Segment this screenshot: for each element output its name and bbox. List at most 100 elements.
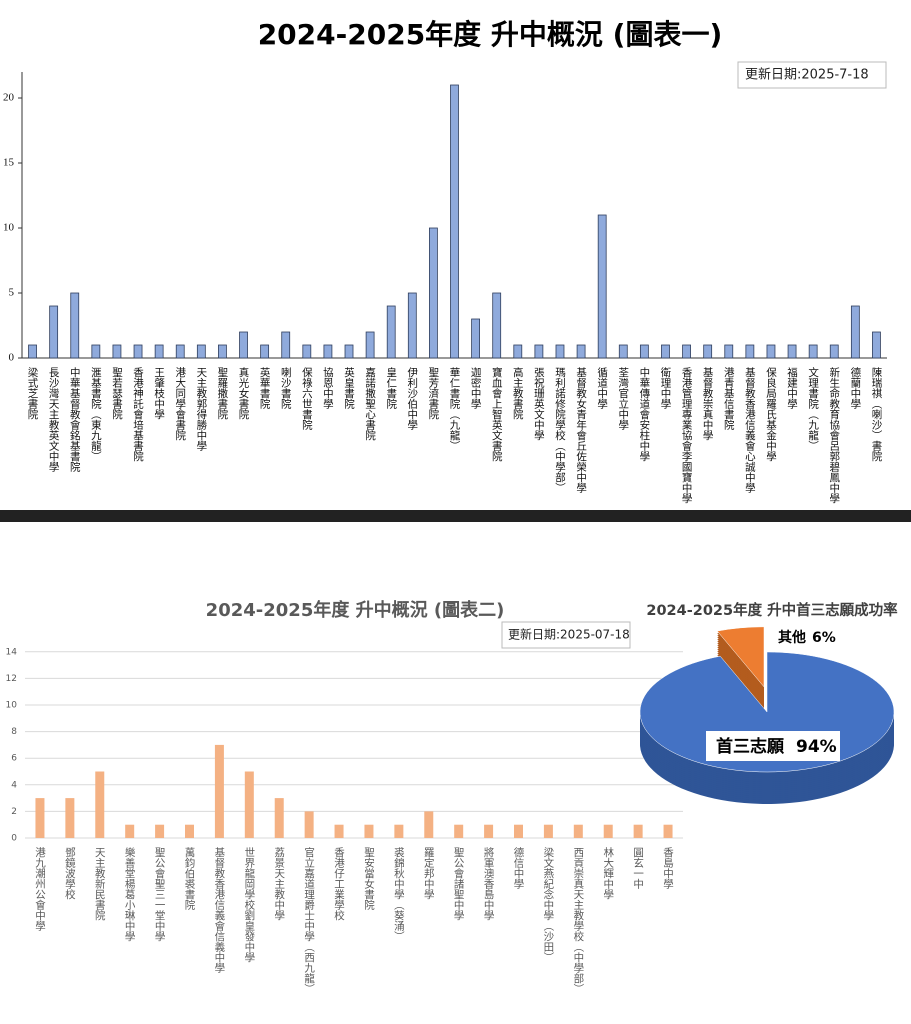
bar — [344, 344, 354, 359]
bar — [304, 811, 314, 838]
y-tick-label: 4 — [11, 780, 17, 790]
x-tick-label: 聖公會聖三一堂中學 — [154, 847, 166, 942]
bar — [133, 344, 143, 359]
x-tick-label: 梁式芝書院 — [27, 366, 39, 420]
bar — [260, 344, 270, 359]
x-tick-label: 聖安當女書院 — [363, 847, 375, 911]
x-tick-label: 長沙灣天主教英文中學 — [48, 367, 60, 473]
divider — [0, 510, 911, 522]
x-tick-label: 裘錦秋中學（葵涌） — [393, 846, 405, 941]
y-tick-label: 8 — [11, 727, 17, 737]
x-tick-label: 迦密中學 — [470, 367, 482, 410]
x-tick-label: 香港管理專業協會李國寶中學 — [681, 367, 693, 504]
x-tick-label: 嘉諾撒聖心書院 — [364, 366, 376, 441]
bar — [639, 344, 649, 359]
bar — [724, 344, 734, 359]
x-tick-label: 保良局羅氏基金中學 — [765, 366, 777, 462]
x-tick-label: 循道中學 — [596, 366, 608, 410]
bar — [244, 771, 254, 838]
bar — [364, 824, 374, 838]
bar — [386, 305, 396, 359]
bar — [787, 344, 797, 359]
bar — [125, 824, 135, 838]
bar — [850, 305, 860, 359]
x-tick-label: 港青基信書院 — [723, 367, 735, 431]
x-tick-label: 英華書院 — [259, 366, 271, 410]
x-tick-label: 萬鈞伯裘書院 — [184, 846, 196, 911]
annotation-box — [501, 621, 631, 649]
x-tick-label: 將軍澳香島中學 — [483, 846, 495, 921]
bar — [492, 292, 502, 359]
bar — [95, 771, 105, 838]
bar — [573, 824, 583, 838]
bar — [214, 744, 224, 838]
bar — [49, 305, 59, 359]
bar — [334, 824, 344, 838]
y-tick-label: 14 — [6, 647, 18, 657]
x-tick-label: 樂善堂楊葛小琳中學 — [124, 846, 136, 942]
x-tick-label: 真光女書院 — [238, 366, 250, 420]
bar — [543, 824, 553, 838]
x-tick-label: 聖羅撒書院 — [216, 367, 228, 420]
x-tick-label: 中華傳道會安柱中學 — [638, 366, 650, 462]
bar — [112, 344, 122, 359]
x-tick-label: 福建中學 — [786, 366, 798, 410]
update-note: 更新日期:2025-07-18 — [508, 627, 630, 642]
bar — [281, 331, 291, 359]
y-tick-label: 2 — [11, 807, 17, 817]
x-tick-label: 香港仔工業學校 — [333, 847, 345, 921]
bar — [484, 824, 494, 838]
y-tick-label: 20 — [3, 92, 15, 104]
update-note: 更新日期:2025-7-18 — [745, 67, 869, 83]
bar — [603, 824, 613, 838]
y-tick-label: 12 — [6, 674, 17, 684]
slice-label: 首三志願 — [716, 736, 785, 757]
x-tick-label: 英皇書院 — [343, 366, 355, 410]
bar — [514, 824, 523, 838]
x-tick-label: 瑪利諾修院學校（中學部） — [554, 367, 566, 493]
x-tick-label: 聖公會諸聖中學 — [453, 847, 465, 921]
bar — [555, 344, 565, 359]
y-tick-label: 10 — [3, 222, 15, 234]
x-tick-label: 王肇枝中學 — [153, 367, 165, 420]
x-tick-label: 衛理中學 — [659, 366, 671, 410]
x-tick-label: 世界龍岡學校劉皇發中學 — [243, 847, 255, 963]
bar — [597, 214, 607, 359]
x-tick-label: 皇仁書院 — [385, 366, 397, 410]
x-tick-label: 基督教香港信義會心誠中學 — [744, 366, 756, 494]
x-tick-label: 中華基督教會銘基書院 — [69, 366, 81, 473]
x-tick-label: 高主教書院 — [512, 366, 524, 420]
bar — [185, 824, 194, 838]
y-tick-label: 0 — [11, 834, 17, 844]
x-tick-label: 張祝珊英文中學 — [533, 367, 545, 441]
bar — [239, 331, 248, 359]
chart-title: 2024-2025年度 升中概況 (圖表二) — [206, 599, 505, 621]
bar — [323, 344, 333, 359]
bar — [70, 292, 80, 359]
x-tick-label: 鄧鏡波學校 — [64, 847, 76, 900]
bar — [302, 344, 312, 359]
bar — [661, 344, 670, 359]
bar — [513, 344, 523, 359]
chart-title: 2024-2025年度 升中首三志願成功率 — [646, 601, 898, 619]
x-tick-label: 華仁書院（九龍） — [449, 367, 461, 451]
x-tick-label: 寶血會上智英文書院 — [491, 366, 503, 462]
x-tick-label: 梁文燕紀念中學（沙田） — [542, 846, 554, 962]
y-tick-label: 10 — [6, 701, 18, 711]
x-tick-label: 官立嘉道理爵士中學（西九龍） — [303, 846, 315, 994]
x-tick-label: 港九潮州公會中學 — [34, 847, 46, 932]
x-tick-label: 協恩中學 — [322, 366, 334, 410]
x-tick-label: 德信中學 — [513, 846, 525, 890]
bar — [808, 344, 818, 359]
x-tick-label: 陳瑞祺（喇沙）書院 — [870, 367, 882, 462]
bar — [91, 344, 101, 359]
bar — [35, 798, 45, 838]
bar — [454, 824, 464, 838]
x-tick-label: 西貢崇真天主教學校（中學部） — [572, 847, 584, 994]
bar — [682, 344, 691, 359]
bar — [65, 798, 75, 838]
bar — [155, 824, 165, 838]
x-tick-label: 香港神託會培基書院 — [132, 367, 144, 462]
x-tick-label: 羅定邦中學 — [423, 847, 435, 900]
x-tick-label: 荔景天主教中學 — [273, 846, 285, 921]
